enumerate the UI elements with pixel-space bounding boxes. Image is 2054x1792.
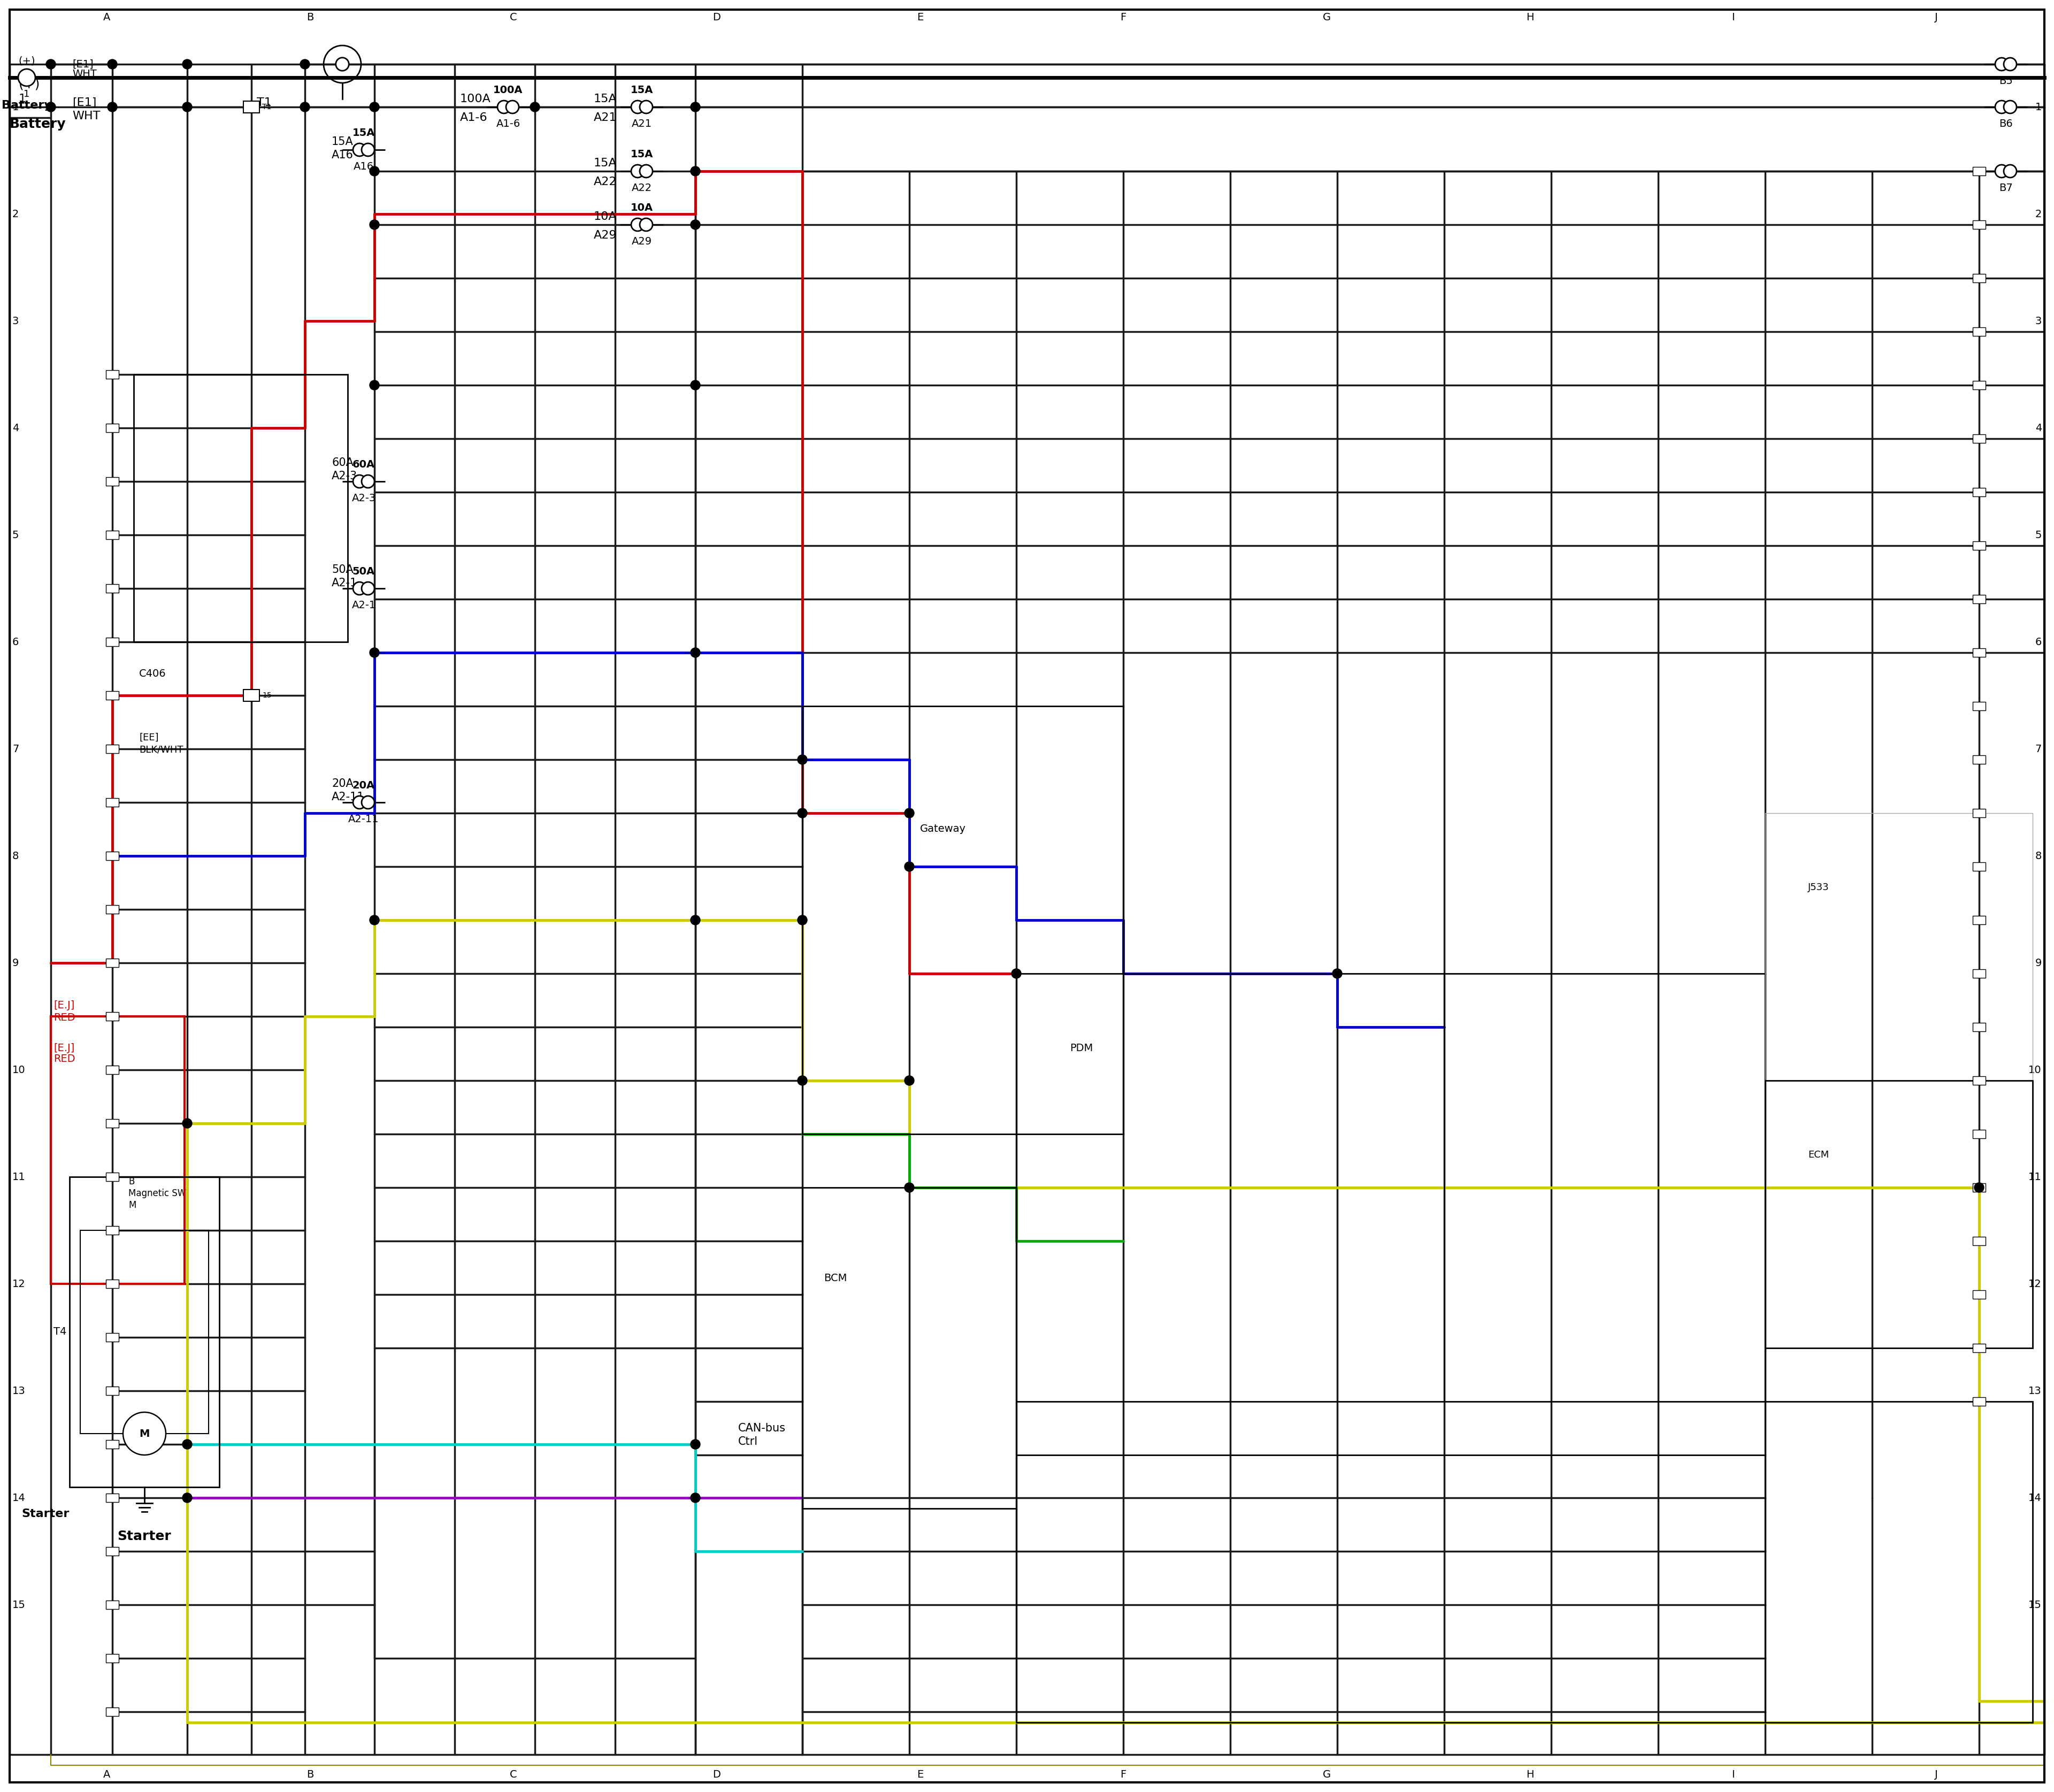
Circle shape — [631, 100, 645, 113]
Circle shape — [370, 647, 380, 658]
Text: J533: J533 — [1808, 883, 1830, 892]
Bar — [107, 745, 119, 753]
Circle shape — [2005, 165, 2017, 177]
Bar — [1972, 328, 1986, 335]
Text: [E1]: [E1] — [72, 59, 92, 70]
Text: 2: 2 — [12, 210, 18, 219]
Circle shape — [353, 582, 366, 595]
Text: 15A: 15A — [631, 149, 653, 159]
Circle shape — [639, 100, 653, 113]
Circle shape — [904, 1183, 914, 1192]
Circle shape — [362, 475, 374, 487]
Circle shape — [300, 102, 310, 111]
Text: ECM: ECM — [1808, 1150, 1828, 1159]
Circle shape — [362, 796, 374, 808]
Bar — [1972, 1236, 1986, 1245]
Text: (+): (+) — [18, 77, 41, 90]
Circle shape — [1994, 100, 2009, 113]
Text: WHT: WHT — [72, 70, 97, 79]
Bar — [1972, 382, 1986, 389]
Text: I: I — [1732, 1769, 1734, 1779]
Circle shape — [2005, 100, 2017, 113]
Circle shape — [797, 916, 807, 925]
Bar — [1972, 916, 1986, 925]
Text: 12: 12 — [2029, 1279, 2042, 1288]
Bar — [107, 423, 119, 432]
Circle shape — [183, 1118, 191, 1129]
Circle shape — [904, 862, 914, 871]
Text: 8: 8 — [2036, 851, 2042, 860]
Text: 14: 14 — [12, 1493, 25, 1503]
Circle shape — [904, 1075, 914, 1086]
Circle shape — [18, 70, 35, 86]
Circle shape — [183, 1439, 191, 1450]
Bar — [107, 1493, 119, 1502]
Text: A16: A16 — [353, 161, 374, 172]
Text: H: H — [1526, 1769, 1534, 1779]
Circle shape — [904, 808, 914, 817]
Circle shape — [1011, 969, 1021, 978]
Bar — [1972, 487, 1986, 496]
Bar — [107, 1118, 119, 1127]
Text: A1-6: A1-6 — [460, 113, 487, 124]
Text: 20A
A2-11: 20A A2-11 — [331, 778, 364, 803]
Text: 100A: 100A — [460, 93, 491, 104]
Text: 10A: 10A — [594, 211, 616, 222]
Text: B7: B7 — [1999, 183, 2013, 194]
Bar — [51, 1016, 185, 1283]
Text: Battery: Battery — [10, 118, 66, 131]
Text: C: C — [509, 13, 518, 23]
Text: 8: 8 — [12, 851, 18, 860]
Text: 4: 4 — [12, 423, 18, 434]
Circle shape — [631, 219, 645, 231]
Circle shape — [690, 647, 700, 658]
Text: 7: 7 — [12, 744, 18, 754]
Circle shape — [2005, 57, 2017, 70]
Text: PDM: PDM — [1070, 1043, 1093, 1054]
Text: G: G — [1323, 1769, 1331, 1779]
Bar — [1017, 973, 1444, 1401]
Text: 11: 11 — [2029, 1172, 2042, 1183]
Circle shape — [797, 1075, 807, 1086]
Text: 11: 11 — [12, 1172, 25, 1183]
Text: [E1]
WHT: [E1] WHT — [72, 97, 101, 122]
Text: A2-3: A2-3 — [351, 493, 376, 504]
Text: RED: RED — [53, 1054, 76, 1064]
Text: [EE]
BLK/WHT: [EE] BLK/WHT — [140, 733, 183, 754]
Bar — [107, 959, 119, 968]
Circle shape — [690, 380, 700, 391]
Text: 3: 3 — [12, 315, 18, 326]
Bar — [107, 1441, 119, 1448]
Text: T1: T1 — [263, 104, 271, 111]
Circle shape — [370, 167, 380, 176]
Circle shape — [362, 582, 374, 595]
Circle shape — [1333, 969, 1341, 978]
Bar — [1972, 1398, 1986, 1405]
Text: 4: 4 — [2036, 423, 2042, 434]
Text: 15A: 15A — [631, 84, 653, 95]
Text: A2-11: A2-11 — [349, 814, 380, 824]
Text: [E.J]: [E.J] — [53, 1043, 74, 1054]
Circle shape — [45, 59, 55, 70]
Text: D: D — [713, 1769, 721, 1779]
Text: A: A — [103, 1769, 111, 1779]
Text: (+): (+) — [18, 56, 35, 66]
Text: B
Magnetic SW
M: B Magnetic SW M — [127, 1177, 187, 1210]
Bar — [107, 905, 119, 914]
Text: 13: 13 — [2029, 1385, 2042, 1396]
Circle shape — [335, 57, 349, 70]
Text: A21: A21 — [633, 118, 651, 129]
Circle shape — [353, 143, 366, 156]
Circle shape — [1974, 1183, 1984, 1192]
Circle shape — [497, 100, 509, 113]
Text: G: G — [1323, 13, 1331, 23]
Text: 13: 13 — [12, 1385, 25, 1396]
Bar — [107, 584, 119, 593]
Circle shape — [107, 102, 117, 111]
Text: 1: 1 — [18, 93, 27, 104]
Text: 10A: 10A — [631, 202, 653, 213]
Text: Gateway: Gateway — [920, 824, 965, 833]
Text: A1-6: A1-6 — [497, 118, 520, 129]
Circle shape — [530, 102, 540, 111]
Text: 15A: 15A — [353, 127, 376, 138]
